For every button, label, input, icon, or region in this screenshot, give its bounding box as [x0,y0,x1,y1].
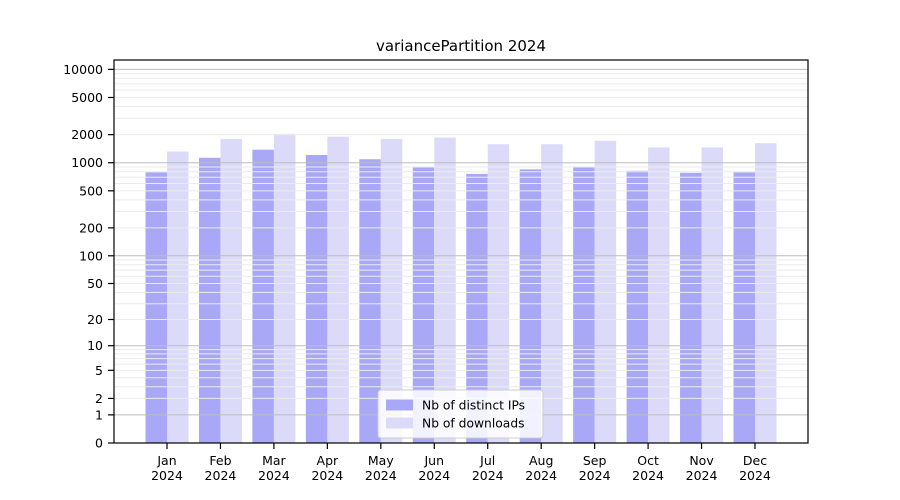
y-tick-label: 2000 [71,127,103,142]
y-tick-label: 1000 [71,155,103,170]
x-tick-label-month: Apr [317,453,339,468]
y-tick-label: 500 [79,183,103,198]
bar [167,151,189,444]
bar [519,169,542,443]
plot-border [113,59,809,444]
y-tick-label: 10 [87,338,103,353]
x-tick-label-year: 2024 [632,468,664,483]
bar [648,147,670,444]
bar [573,167,595,444]
y-tick-label: 5000 [71,90,103,105]
grid-layer [114,68,808,416]
x-tick-label-month: Jan [156,453,176,468]
x-tick-label-year: 2024 [418,468,450,483]
y-tick-label: 100 [79,248,103,263]
y-tick-label: 10000 [63,62,103,77]
x-tick-label-month: Mar [262,453,286,468]
y-tick-label: 2 [95,391,103,406]
y-tick-label: 20 [87,312,103,327]
x-tick-label-month: Nov [689,453,714,468]
y-tick-label: 0 [95,436,103,451]
bar [305,155,328,443]
bar [466,173,488,443]
bar [701,147,724,444]
x-tick-label-year: 2024 [151,468,183,483]
x-tick-label-year: 2024 [472,468,504,483]
x-tick-label-year: 2024 [739,468,771,483]
x-tick-label-year: 2024 [365,468,397,483]
x-tick-label-month: Feb [209,453,231,468]
x-tick-label-year: 2024 [525,468,557,483]
x-tick-label-month: May [368,453,394,468]
chart-title: variancePartition 2024 [376,37,546,55]
legend-label-downloads: Nb of downloads [422,417,525,431]
bar [220,138,242,443]
y-tick-label: 50 [87,276,103,291]
x-tick-label-year: 2024 [258,468,290,483]
bar [412,167,435,443]
x-tick-label-month: Jul [479,453,495,468]
bar [434,137,456,443]
legend-label-distinct-ips: Nb of distinct IPs [422,399,525,413]
x-tick-label-month: Dec [743,453,767,468]
bar [541,144,563,444]
bar [273,133,296,443]
bar [755,143,777,443]
axis-layer: 100005000200010005002001005020105210Jan2… [63,62,771,483]
legend-box [377,389,544,439]
y-tick-label: 5 [95,363,103,378]
bar [252,149,274,443]
x-tick-label-month: Oct [637,453,659,468]
bar [327,136,349,443]
bar [487,144,510,444]
x-tick-label-year: 2024 [579,468,611,483]
x-tick-label-month: Sep [583,453,607,468]
legend-swatch-distinct-ips [386,399,413,411]
bar [380,138,403,443]
bar [198,157,221,443]
x-tick-label-year: 2024 [686,468,718,483]
bar [145,172,167,443]
x-tick-label-month: Aug [529,453,553,468]
bar [626,170,649,443]
y-tick-label: 200 [79,220,103,235]
x-tick-label-year: 2024 [205,468,237,483]
bar [359,159,381,444]
legend: Nb of distinct IPs Nb of downloads [377,389,544,439]
bar [680,172,702,444]
y-tick-label: 1 [95,407,103,422]
x-tick-label-month: Jun [424,453,445,468]
legend-swatch-downloads [386,417,413,429]
bar [733,172,755,443]
x-tick-label-year: 2024 [311,468,343,483]
